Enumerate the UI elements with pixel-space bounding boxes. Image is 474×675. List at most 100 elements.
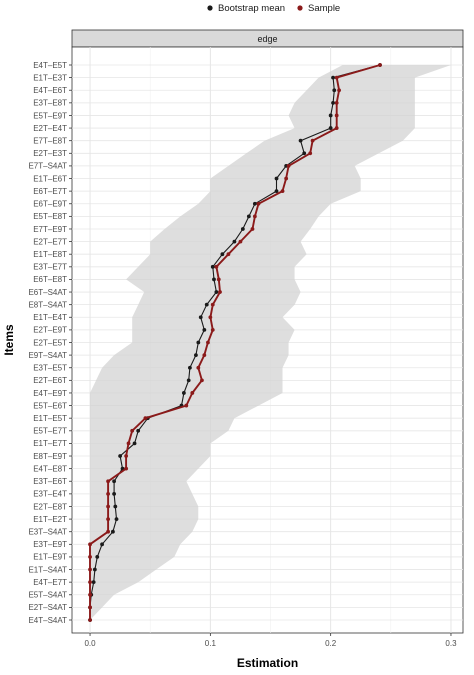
- y-tick-label: E6T–E8T: [33, 275, 67, 284]
- point-sample: [184, 403, 189, 408]
- point-sample: [88, 580, 92, 585]
- point-sample: [238, 239, 243, 244]
- point-sample: [106, 529, 110, 534]
- y-tick-label: E3T–S4AT: [28, 528, 67, 537]
- x-tick-label: 0.3: [445, 639, 457, 648]
- point-sample: [88, 555, 92, 559]
- point-sample: [250, 227, 255, 231]
- point-sample: [200, 378, 204, 383]
- y-tick-label: E3T–E5T: [33, 364, 67, 373]
- y-tick-label: E3T–E7T: [33, 263, 67, 272]
- point-sample: [286, 164, 291, 168]
- point-sample: [88, 592, 92, 597]
- point-sample: [88, 618, 92, 622]
- y-tick-label: E4T–E8T: [33, 464, 67, 473]
- y-tick-label: E5T–E7T: [33, 427, 67, 436]
- point-bootstrap-mean: [112, 491, 117, 496]
- y-tick-label: E4T–E9T: [33, 389, 67, 398]
- x-tick-label: 0.1: [205, 639, 217, 648]
- y-tick-label: E5T–E9T: [33, 111, 67, 120]
- y-tick-label: E5T–E6T: [33, 401, 67, 410]
- point-sample: [334, 126, 339, 130]
- point-bootstrap-mean: [204, 302, 209, 307]
- point-sample: [196, 365, 201, 370]
- y-tick-label: E1T–E3T: [33, 73, 67, 82]
- point-sample: [106, 517, 110, 521]
- point-bootstrap-mean: [328, 113, 333, 118]
- y-tick-label: E4T–E5T: [33, 61, 67, 70]
- point-bootstrap-mean: [196, 340, 201, 345]
- plot-panel: [71, 46, 464, 634]
- y-tick-label: E7T–S4AT: [28, 162, 67, 171]
- point-sample: [143, 416, 148, 421]
- legend-label-bootstrap-mean: Bootstrap mean: [218, 3, 285, 14]
- point-bootstrap-mean: [214, 290, 219, 294]
- y-tick-label: E4T–E6T: [33, 86, 67, 95]
- legend-key-sample: [297, 5, 303, 11]
- y-tick-label: E8T–S4AT: [28, 300, 67, 309]
- point-bootstrap-mean: [188, 365, 192, 370]
- y-tick-label: E2T–E7T: [33, 237, 67, 246]
- facet-strip: edge: [71, 29, 464, 48]
- y-tick-label: E1T–E6T: [33, 174, 67, 183]
- point-bootstrap-mean: [198, 315, 203, 320]
- y-tick-label: E1T–S4AT: [28, 565, 67, 574]
- y-tick-label: E8T–E9T: [33, 452, 67, 461]
- point-bootstrap-mean: [331, 100, 335, 105]
- point-bootstrap-mean: [114, 517, 119, 521]
- point-bootstrap-mean: [194, 353, 198, 358]
- y-tick-label: E7T–E9T: [33, 225, 67, 234]
- point-sample: [252, 214, 257, 219]
- point-sample: [334, 113, 339, 118]
- point-sample: [206, 340, 210, 345]
- y-tick-label: E2T–E9T: [33, 326, 67, 335]
- y-tick-label: E1T–E5T: [33, 414, 67, 423]
- y-tick-label: E3T–E9T: [33, 540, 67, 549]
- y-tick-label: E3T–E6T: [33, 477, 67, 486]
- y-tick-labels: E4T–E5T E1T–E3T E4T–E6T E3T–E8T E5T–E9T E2T–E…: [28, 61, 72, 625]
- point-sample: [310, 138, 315, 143]
- point-sample: [334, 100, 339, 105]
- point-bootstrap-mean: [252, 201, 257, 206]
- point-sample: [210, 327, 215, 332]
- point-bootstrap-mean: [186, 378, 191, 383]
- y-tick-label: E1T–E2T: [33, 515, 67, 524]
- point-bootstrap-mean: [212, 277, 216, 282]
- point-sample: [284, 176, 289, 181]
- point-sample: [334, 75, 339, 80]
- facet-strip-label: edge: [257, 34, 277, 44]
- y-tick-label: E6T–S4AT: [28, 288, 67, 297]
- point-bootstrap-mean: [91, 580, 96, 585]
- point-bootstrap-mean: [328, 126, 333, 130]
- confidence-band: [90, 65, 451, 620]
- y-tick-label: E2T–E3T: [33, 149, 67, 158]
- y-tick-label: E6T–E9T: [33, 200, 67, 209]
- point-sample: [88, 567, 92, 572]
- point-sample: [88, 605, 92, 610]
- y-tick-label: E4T–E7T: [33, 578, 67, 587]
- legend-key-bootstrap-mean: [207, 5, 213, 11]
- point-sample: [130, 428, 135, 433]
- y-tick-label: E2T–E6T: [33, 376, 67, 385]
- point-sample: [208, 315, 213, 320]
- point-sample: [124, 466, 129, 471]
- point-bootstrap-mean: [246, 214, 251, 219]
- y-tick-label: E1T–E7T: [33, 439, 67, 448]
- point-bootstrap-mean: [112, 479, 117, 484]
- point-bootstrap-mean: [298, 138, 303, 143]
- legend: Bootstrap mean Sample: [207, 3, 340, 14]
- y-tick-label: E5T–S4AT: [28, 591, 67, 600]
- y-tick-label: E1T–E8T: [33, 250, 67, 259]
- point-sample: [106, 504, 110, 509]
- y-tick-label: E3T–E8T: [33, 99, 67, 108]
- point-bootstrap-mean: [274, 189, 279, 194]
- y-tick-label: E5T–E8T: [33, 212, 67, 221]
- point-bootstrap-mean: [111, 529, 115, 534]
- point-sample: [226, 252, 231, 257]
- y-axis-title: Items: [2, 324, 16, 356]
- point-bootstrap-mean: [95, 555, 100, 559]
- point-bootstrap-mean: [113, 504, 118, 509]
- point-bootstrap-mean: [210, 264, 215, 269]
- point-sample: [280, 189, 285, 194]
